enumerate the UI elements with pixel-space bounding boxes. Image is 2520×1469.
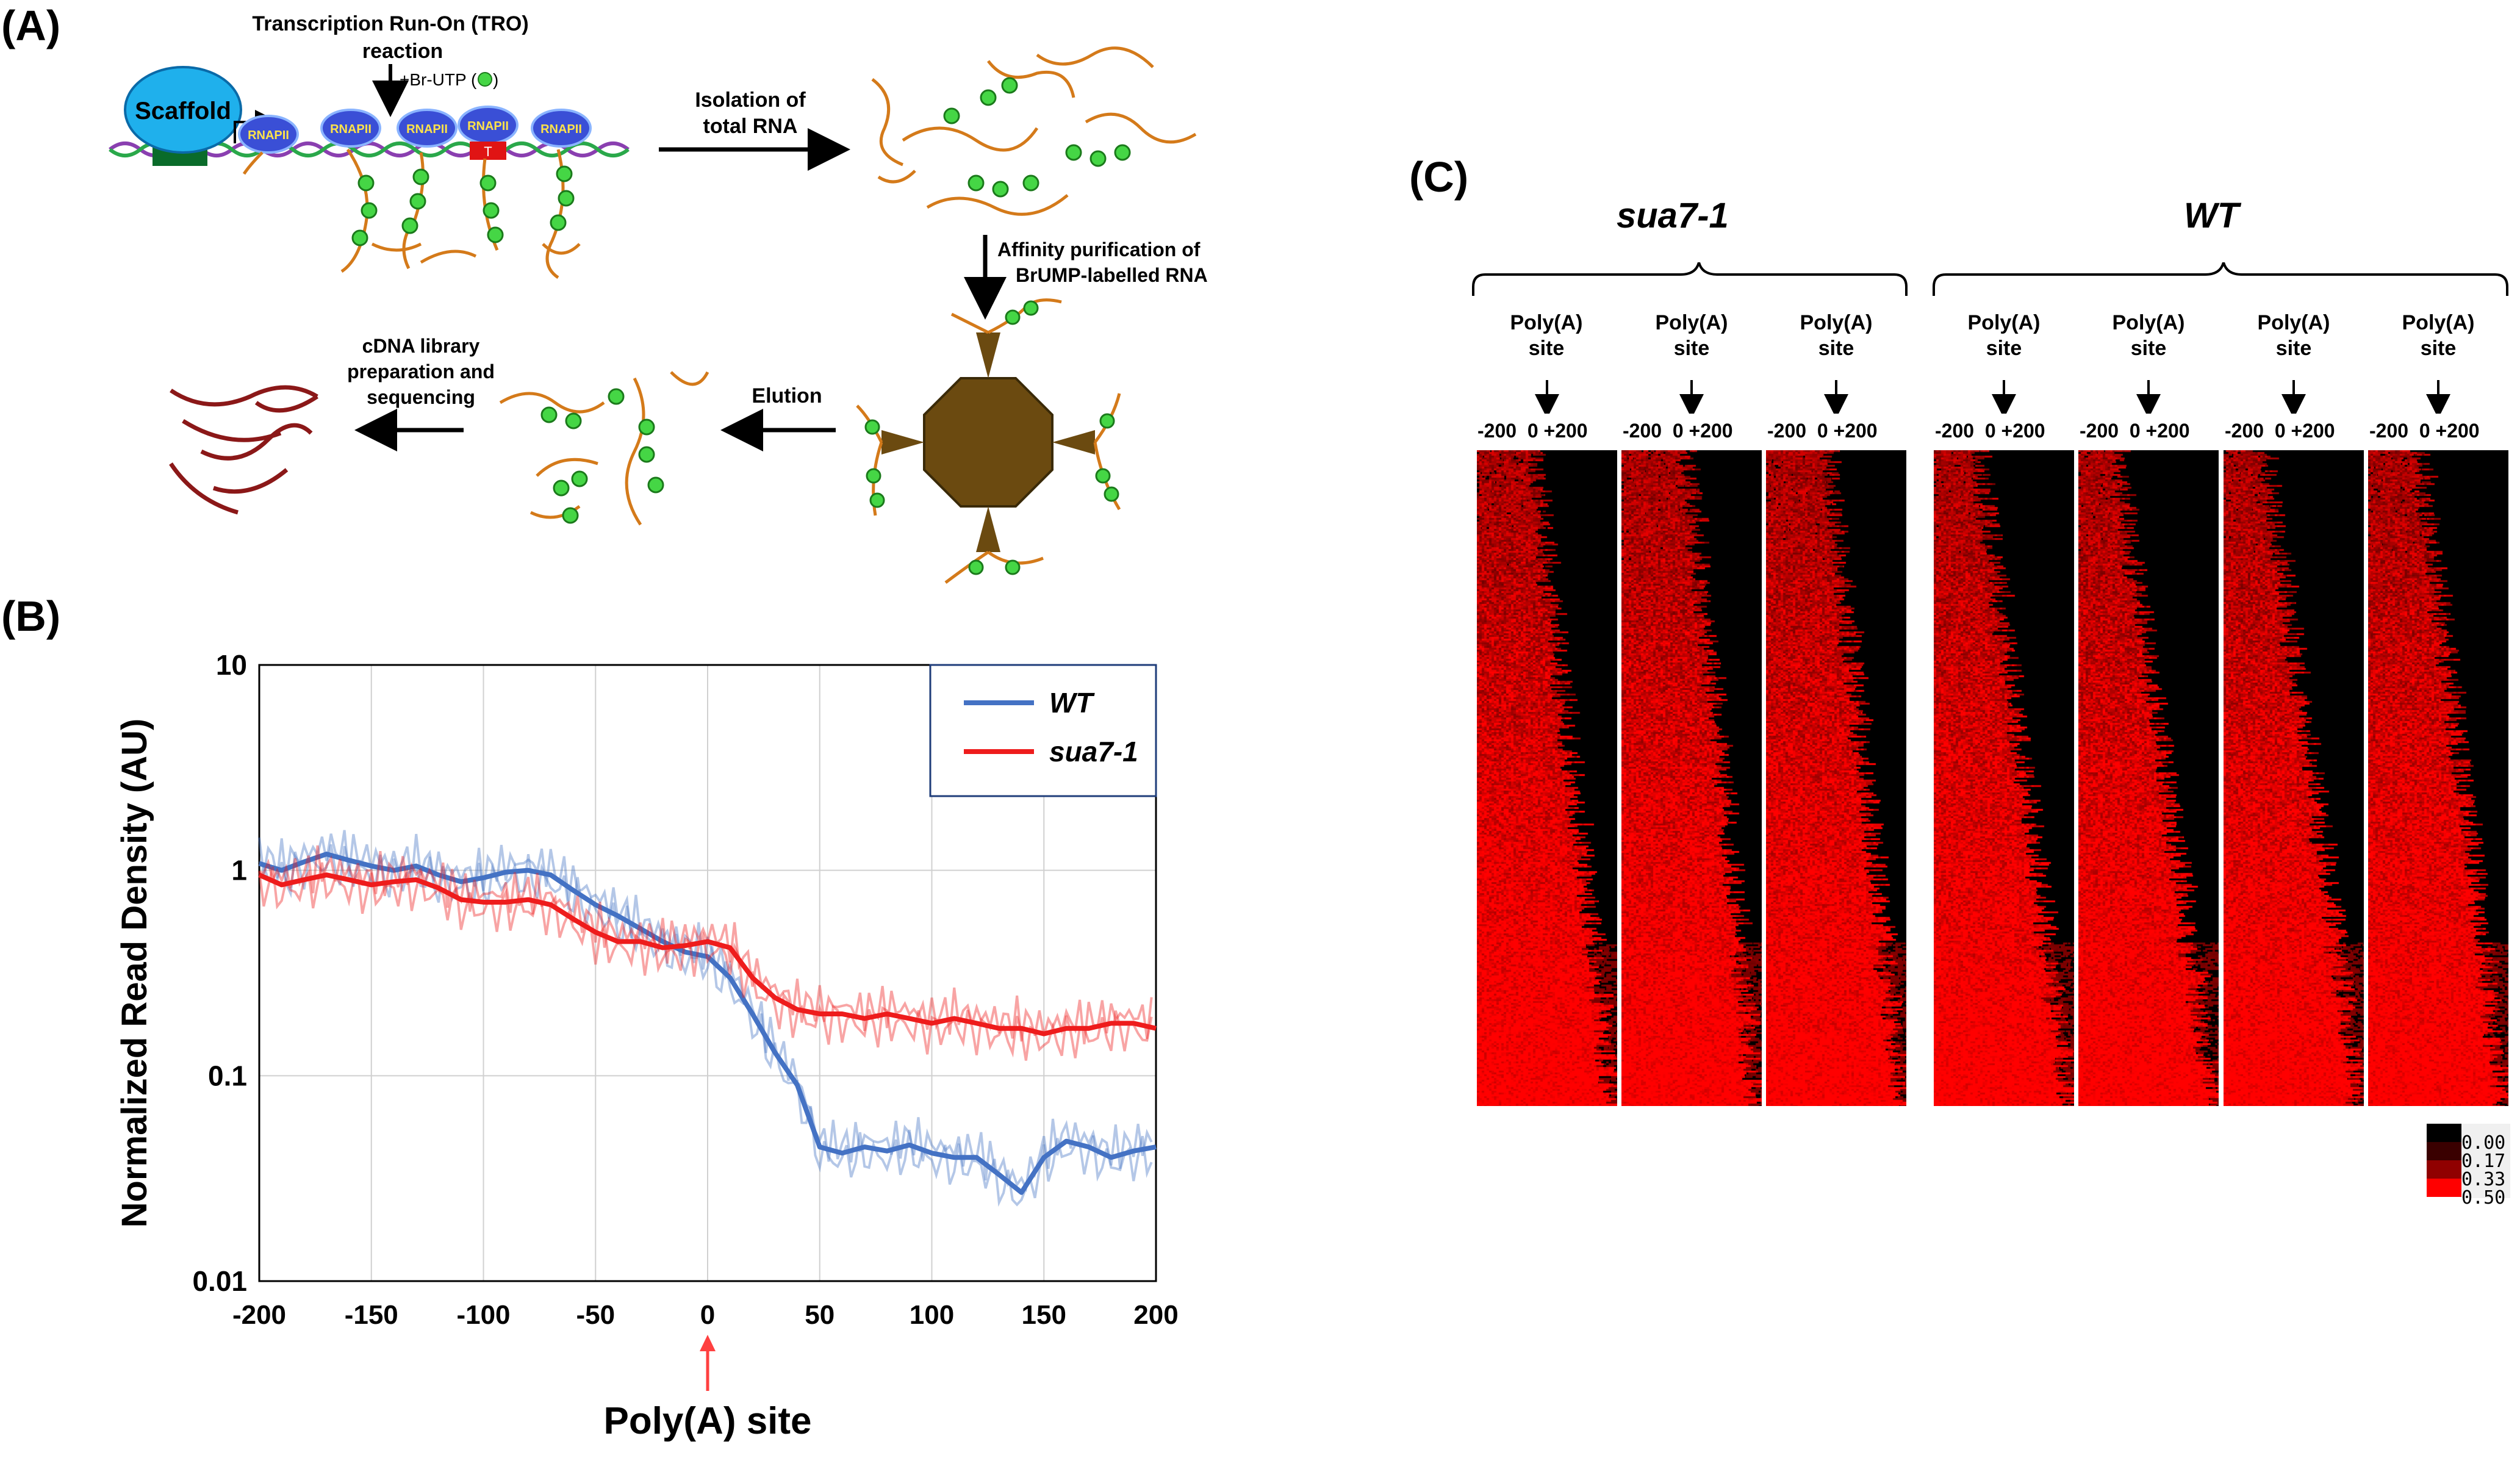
eluted-rna — [499, 371, 709, 526]
x-tick-label: 50 — [805, 1300, 835, 1330]
col1-header: Poly(A) site — [1510, 311, 1583, 360]
x-tick-label: -150 — [345, 1300, 398, 1330]
group-sua7-title: sua7-1 — [1617, 196, 1729, 235]
series-line-sua7-1 — [258, 872, 1157, 1036]
rnapii-label-3: RNAPII — [406, 123, 448, 136]
eluted-beads — [540, 388, 664, 524]
heatmap-sua7-3 — [1766, 450, 1906, 1106]
isolation-label2: total RNA — [703, 115, 798, 138]
x-tick-label: 0 — [700, 1300, 715, 1330]
col4-pos: -200 0 +200 — [1935, 420, 2045, 442]
affinity-bead — [923, 377, 1054, 508]
rnapii-label-4: RNAPII — [467, 120, 509, 133]
series-line-WT — [258, 852, 1157, 1195]
series-replicate-WT — [258, 830, 1153, 1193]
x-tick-label: -50 — [576, 1300, 615, 1330]
legend-box — [929, 664, 1157, 797]
group-wt-title: WT — [2184, 196, 2239, 235]
y-tick-label: 10 — [216, 649, 247, 681]
col2-pos: -200 0 +200 — [1623, 420, 1733, 442]
colorbar-label-1: 0.17 — [2461, 1151, 2506, 1172]
cdna-label2: preparation and — [347, 361, 495, 383]
polya-site-label: Poly(A) site — [603, 1400, 811, 1442]
heatmap-wt-4 — [2368, 450, 2508, 1106]
colorbar-label-2: 0.33 — [2461, 1169, 2506, 1190]
x-tick-label: -200 — [232, 1300, 286, 1330]
heatmap-sua7-2 — [1621, 450, 1762, 1106]
heatmap-wt-3 — [2224, 450, 2364, 1106]
terminator-label: T — [484, 144, 492, 159]
x-tick-label: 150 — [1022, 1300, 1066, 1330]
legend-label-sua7-1: sua7-1 — [1049, 736, 1138, 767]
tro-title: Transcription Run-On (TRO) — [252, 12, 528, 35]
scaffold-label: Scaffold — [135, 98, 231, 124]
col3-header: Poly(A) site — [1800, 311, 1873, 360]
br-utp-icon — [478, 72, 492, 87]
panel-a-label: (A) — [1, 2, 61, 49]
terminator-block — [470, 142, 506, 160]
plot-frame — [258, 664, 1157, 1282]
heatmap-wt-1 — [1934, 450, 2074, 1106]
series-replicate-WT — [258, 844, 1153, 1207]
scaffold-shape — [124, 66, 242, 154]
cdna-label: cDNA library — [362, 335, 480, 357]
x-tick-label: 200 — [1133, 1300, 1178, 1330]
col6-header: Poly(A) site — [2257, 311, 2330, 360]
tro-title2: reaction — [362, 40, 443, 63]
col5-pos: -200 0 +200 — [2080, 420, 2190, 442]
br-utp-close: ) — [493, 70, 498, 89]
legend-label-WT: WT — [1049, 687, 1095, 719]
col8-pos: -200 0 +200 — [2225, 420, 2335, 442]
br-utp-label: +Br-UTP ( — [400, 70, 477, 89]
col4-header: Poly(A) site — [1967, 311, 2041, 360]
polya-arrow-head — [700, 1335, 716, 1351]
cdna-label3: sequencing — [367, 386, 475, 408]
elution-label: Elution — [752, 384, 822, 408]
bound-beads — [864, 300, 1119, 575]
colorbar-label-3: 0.50 — [2461, 1187, 2506, 1209]
group-braces — [1472, 262, 2508, 296]
col-arrows — [1535, 380, 2450, 414]
y-axis-label: Normalized Read Density (AU) — [115, 719, 154, 1228]
col7-header: Poly(A) site — [2402, 311, 2475, 360]
col7-pos: -200 0 +200 — [2369, 420, 2480, 442]
panel-a-diagram: Scaffold RNAPII RNAPII RNAPII RNAPII RNA… — [109, 12, 1208, 584]
total-rna — [871, 46, 1197, 216]
cdna-fragments — [169, 385, 318, 515]
col3-pos: -200 0 +200 — [1767, 420, 1878, 442]
nascent-rnas — [242, 148, 581, 279]
y-tick-label: 0.01 — [192, 1265, 247, 1297]
col2-header: Poly(A) site — [1655, 311, 1728, 360]
panel-b-label: (B) — [1, 592, 61, 640]
affinity-label: Affinity purification of — [997, 239, 1201, 260]
x-tick-label: -100 — [456, 1300, 510, 1330]
rnapii-label-2: RNAPII — [330, 123, 372, 136]
col5-header: Poly(A) site — [2112, 311, 2185, 360]
rnapii-label-5: RNAPII — [540, 123, 582, 136]
line-chart: -200 -150 -100 -50 0 50 100 150 200 10 1 0.1 0.01 Nor… — [115, 649, 1179, 1442]
x-tick-label: 100 — [910, 1300, 954, 1330]
rnapii-group — [238, 106, 592, 154]
rnapii-label-1: RNAPII — [248, 129, 289, 142]
heatmap-sua7-1 — [1477, 450, 1617, 1106]
nascent-beads — [351, 165, 575, 246]
heatmap-wt-2 — [2078, 450, 2219, 1106]
colorbar-label-0: 0.00 — [2461, 1132, 2506, 1154]
y-tick-label: 1 — [231, 855, 247, 886]
antibodies — [881, 332, 1095, 552]
colorbar-label-bg — [2461, 1124, 2510, 1198]
panel-c-label: (C) — [1409, 153, 1469, 201]
isolation-label: Isolation of — [695, 88, 806, 112]
col1-pos: -200 0 +200 — [1477, 420, 1588, 442]
affinity-label2: BrUMP-labelled RNA — [1016, 264, 1208, 286]
total-rna-beads — [943, 77, 1131, 198]
y-tick-label: 0.1 — [208, 1060, 247, 1091]
